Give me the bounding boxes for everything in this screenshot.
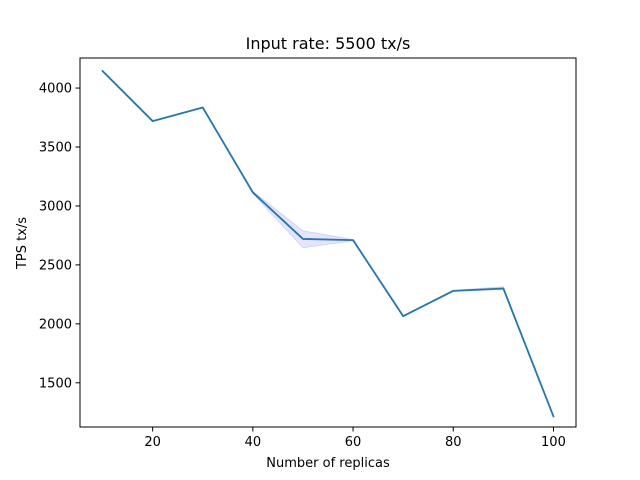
series-0-point-30 [202, 106, 204, 108]
x-tick-label-100: 100 [541, 435, 566, 450]
x-tick-label-80: 80 [445, 435, 462, 450]
chart-title: Input rate: 5500 tx/s [246, 34, 411, 53]
axes-frame [79, 57, 577, 428]
series-0-point-40 [252, 191, 254, 193]
y-axis-label: TPS tx/s [15, 217, 30, 270]
series-0-point-50 [302, 238, 304, 240]
series-0-point-100 [552, 415, 554, 417]
series-0-point-60 [352, 239, 354, 241]
x-tick-label-40: 40 [245, 435, 262, 450]
series-0-confidence-band [102, 70, 554, 417]
y-tick-label-4000: 4000 [39, 82, 72, 97]
series-0-point-90 [502, 287, 504, 289]
y-tick-label-3000: 3000 [39, 199, 72, 214]
series-0-point-70 [402, 315, 404, 317]
x-tick-label-60: 60 [345, 435, 362, 450]
x-axis-label: Number of replicas [266, 456, 390, 471]
series-0-point-20 [151, 120, 153, 122]
y-tick-label-2000: 2000 [39, 317, 72, 332]
series-0-point-80 [452, 290, 454, 292]
plot-area: 20 40 60 80 100 1500 2000 2500 3000 3500 4000 [39, 57, 577, 450]
series-0-line [101, 69, 555, 418]
series-0-point-10 [101, 70, 103, 72]
x-tick-label-20: 20 [144, 435, 161, 450]
y-tick-label-1500: 1500 [39, 376, 72, 391]
y-tick-label-3500: 3500 [39, 141, 72, 156]
y-tick-label-2500: 2500 [39, 258, 72, 273]
